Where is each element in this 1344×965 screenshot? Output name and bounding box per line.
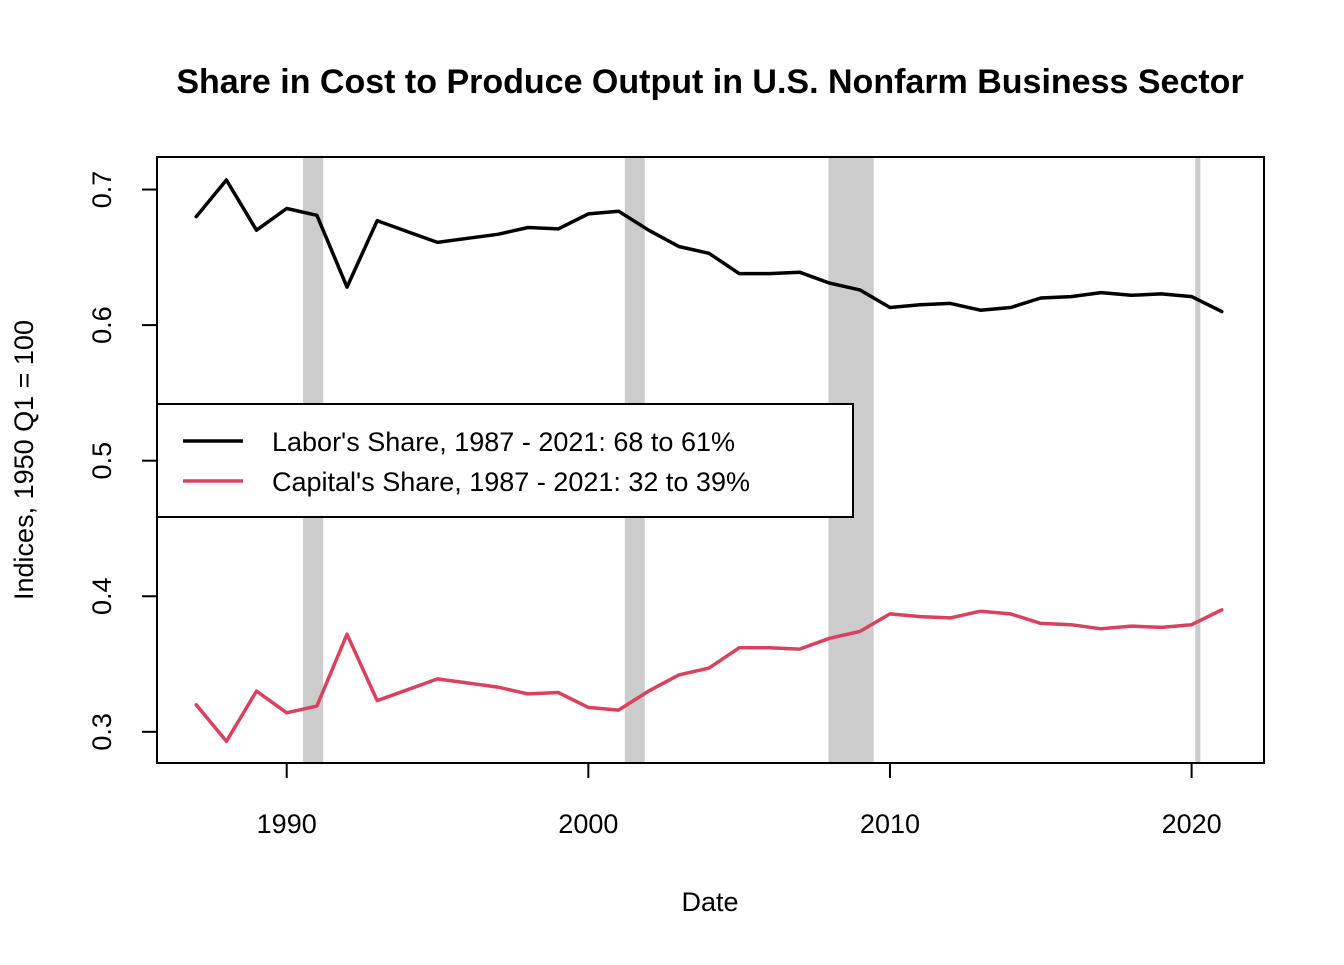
- y-axis: 0.3 0.4 0.5 0.6 0.7: [87, 171, 157, 751]
- series-lines: [194, 178, 1224, 744]
- y-tick-label: 0.4: [87, 577, 117, 615]
- recession-band: [1195, 157, 1201, 763]
- x-tick-label: 1990: [257, 809, 317, 839]
- x-tick-label: 2010: [860, 809, 920, 839]
- y-tick-label: 0.7: [87, 171, 117, 209]
- legend-box: [156, 403, 854, 518]
- x-axis-title: Date: [681, 887, 738, 917]
- series-line-capital: [194, 608, 1224, 744]
- series-line-labor: [194, 178, 1224, 314]
- x-axis: 1990 2000 2010 2020: [257, 763, 1222, 839]
- x-tick-label: 2000: [558, 809, 618, 839]
- legend: Labor's Share, 1987 - 2021: 68 to 61% Ca…: [156, 403, 854, 518]
- y-axis-title: Indices, 1950 Q1 = 100: [9, 320, 39, 600]
- y-tick-label: 0.6: [87, 306, 117, 344]
- y-tick-label: 0.3: [87, 713, 117, 751]
- x-tick-label: 2020: [1162, 809, 1222, 839]
- y-tick-label: 0.5: [87, 442, 117, 480]
- chart-title: Share in Cost to Produce Output in U.S. …: [176, 63, 1243, 101]
- legend-label-labor: Labor's Share, 1987 - 2021: 68 to 61%: [272, 427, 735, 457]
- recession-bands: [302, 157, 1201, 763]
- legend-label-capital: Capital's Share, 1987 - 2021: 32 to 39%: [272, 467, 750, 497]
